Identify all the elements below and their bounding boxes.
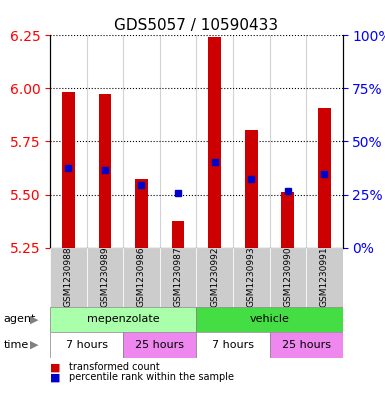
Text: 7 hours: 7 hours: [65, 340, 108, 350]
Bar: [233, 248, 270, 307]
Text: mepenzolate: mepenzolate: [87, 314, 159, 324]
Text: time: time: [4, 340, 29, 350]
Bar: [62, 92, 75, 248]
Text: ▶: ▶: [30, 340, 39, 350]
Text: GSM1230989: GSM1230989: [100, 247, 109, 307]
Bar: [160, 248, 196, 307]
Bar: [196, 248, 233, 307]
Bar: [99, 94, 111, 248]
Bar: [270, 332, 343, 358]
Text: ■: ■: [50, 362, 60, 373]
Bar: [50, 332, 123, 358]
Bar: [270, 248, 306, 307]
Text: GSM1230988: GSM1230988: [64, 247, 73, 307]
Text: ■: ■: [50, 372, 60, 382]
Text: GSM1230986: GSM1230986: [137, 247, 146, 307]
Bar: [172, 221, 184, 248]
Bar: [123, 248, 160, 307]
Text: 25 hours: 25 hours: [281, 340, 331, 350]
Bar: [87, 248, 123, 307]
Text: GSM1230990: GSM1230990: [283, 247, 292, 307]
Text: transformed count: transformed count: [69, 362, 160, 373]
Text: agent: agent: [4, 314, 36, 324]
Text: vehicle: vehicle: [249, 314, 290, 324]
Text: GSM1230987: GSM1230987: [174, 247, 182, 307]
Text: 25 hours: 25 hours: [135, 340, 184, 350]
Text: 7 hours: 7 hours: [212, 340, 254, 350]
Bar: [50, 307, 196, 332]
Text: ▶: ▶: [30, 314, 39, 324]
Text: GSM1230991: GSM1230991: [320, 247, 329, 307]
Bar: [196, 307, 343, 332]
Bar: [306, 248, 343, 307]
Bar: [123, 332, 196, 358]
Bar: [245, 130, 258, 248]
Text: GSM1230993: GSM1230993: [247, 247, 256, 307]
Bar: [135, 178, 148, 248]
Text: percentile rank within the sample: percentile rank within the sample: [69, 372, 234, 382]
Bar: [50, 248, 87, 307]
Title: GDS5057 / 10590433: GDS5057 / 10590433: [114, 18, 278, 33]
Bar: [318, 108, 331, 248]
Bar: [196, 332, 270, 358]
Bar: [208, 37, 221, 248]
Bar: [281, 193, 294, 248]
Text: GSM1230992: GSM1230992: [210, 247, 219, 307]
